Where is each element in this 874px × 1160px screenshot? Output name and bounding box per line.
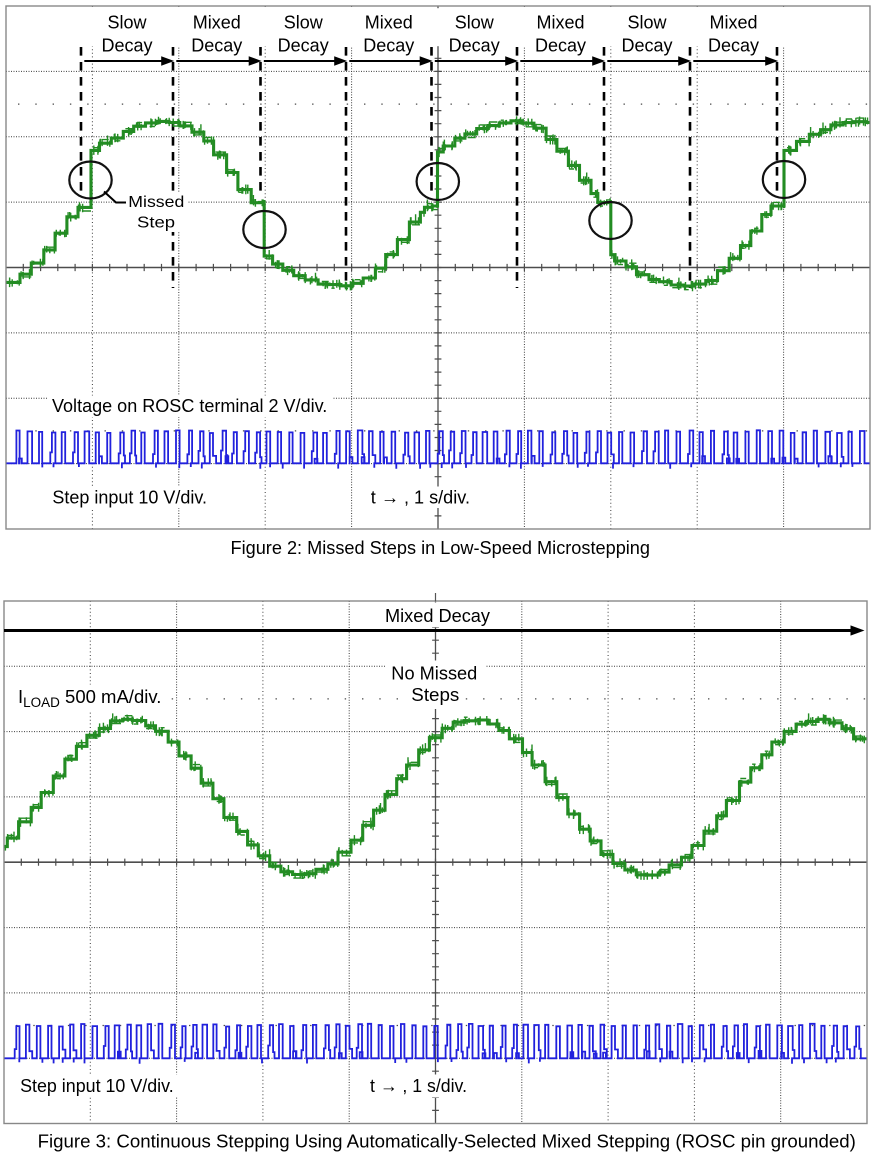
svg-text:Mixed: Mixed xyxy=(709,13,757,33)
svg-text:Missed: Missed xyxy=(128,194,184,211)
svg-text:t → , 1 s/div.: t → , 1 s/div. xyxy=(371,487,470,508)
svg-text:Mixed: Mixed xyxy=(193,13,241,33)
svg-text:Decay: Decay xyxy=(363,35,414,55)
svg-text:Decay: Decay xyxy=(101,35,152,55)
svg-text:Slow: Slow xyxy=(284,13,324,33)
svg-text:Decay: Decay xyxy=(621,35,672,55)
svg-text:Step input 10 V/div.: Step input 10 V/div. xyxy=(20,1075,174,1096)
svg-text:Figure 2: Missed Steps in Low-: Figure 2: Missed Steps in Low-Speed Micr… xyxy=(231,538,651,558)
svg-text:Decay: Decay xyxy=(708,35,759,55)
svg-text:Mixed Decay: Mixed Decay xyxy=(385,605,491,626)
svg-text:Voltage on ROSC terminal 2 V/d: Voltage on ROSC terminal 2 V/div. xyxy=(52,395,327,416)
svg-text:Steps: Steps xyxy=(411,684,459,705)
svg-text:Step input 10 V/div.: Step input 10 V/div. xyxy=(52,487,207,508)
svg-text:No Missed: No Missed xyxy=(391,662,477,683)
svg-text:Mixed: Mixed xyxy=(536,13,584,33)
svg-text:Decay: Decay xyxy=(535,35,586,55)
svg-text:ILOAD 500 mA/div.: ILOAD 500 mA/div. xyxy=(18,686,161,710)
svg-text:Decay: Decay xyxy=(191,35,242,55)
svg-text:Slow: Slow xyxy=(107,13,147,33)
svg-text:t → , 1 s/div.: t → , 1 s/div. xyxy=(370,1075,467,1096)
svg-text:Mixed: Mixed xyxy=(365,13,413,33)
svg-text:Step: Step xyxy=(137,215,175,232)
svg-text:Decay: Decay xyxy=(449,35,500,55)
svg-text:Slow: Slow xyxy=(627,13,667,33)
svg-text:Figure 3: Continuous Stepping: Figure 3: Continuous Stepping Using Auto… xyxy=(38,1132,856,1152)
svg-text:Decay: Decay xyxy=(278,35,329,55)
svg-text:Slow: Slow xyxy=(455,13,495,33)
